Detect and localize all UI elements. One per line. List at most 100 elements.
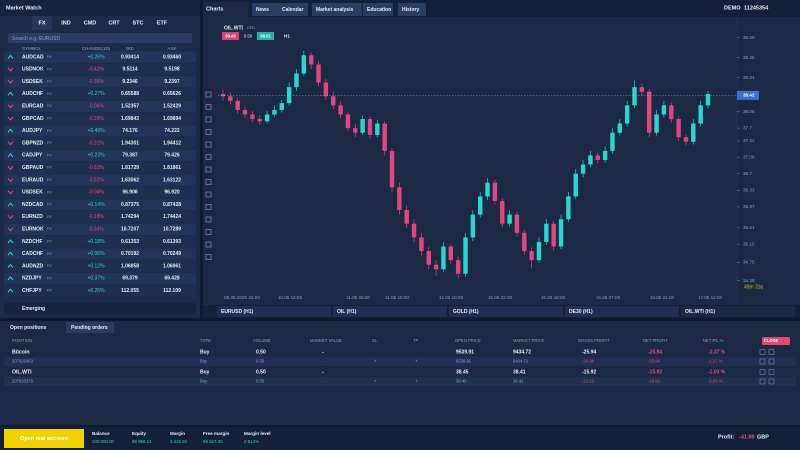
mw-row[interactable]: [4, 100, 196, 112]
mw-row[interactable]: [4, 51, 196, 63]
mw-row[interactable]: [4, 223, 196, 235]
mw-symbol[interactable]: AUDJPY: [22, 128, 43, 134]
mw-symbol[interactable]: USDSEK: [22, 190, 43, 196]
chart-tab[interactable]: [681, 306, 795, 317]
mw-row[interactable]: [4, 149, 196, 162]
pos-name[interactable]: Bitcoin: [12, 349, 30, 355]
charts-tab-label[interactable]: Charts: [206, 6, 223, 12]
top-tab-label[interactable]: History: [402, 7, 419, 13]
pos-tab-active[interactable]: [4, 322, 64, 333]
mw-symbol[interactable]: USDSEK: [22, 79, 43, 85]
top-tab-label[interactable]: News: [256, 7, 269, 13]
tool-icon[interactable]: [205, 191, 212, 198]
mw-row[interactable]: [4, 199, 196, 211]
mw-row[interactable]: [4, 88, 196, 100]
chart-tab-label[interactable]: GOLD (H1): [453, 309, 479, 315]
mw-symbol[interactable]: NZDCAD: [22, 202, 43, 208]
top-tab-label[interactable]: Market analysis: [316, 7, 353, 13]
chart-tab[interactable]: [449, 306, 563, 317]
chart-tab-label[interactable]: EURUSD (H1): [221, 309, 254, 315]
pos-action[interactable]: [768, 349, 775, 355]
mw-row[interactable]: [4, 63, 196, 76]
tool-icon[interactable]: [205, 254, 212, 260]
mw-row[interactable]: [4, 113, 196, 125]
top-tab[interactable]: [312, 3, 362, 16]
mw-row[interactable]: [4, 248, 196, 260]
pos-action[interactable]: [759, 358, 766, 365]
tool-icon[interactable]: [205, 104, 212, 110]
mw-symbol[interactable]: CHFJPY: [22, 288, 42, 294]
mw-row[interactable]: [4, 236, 196, 248]
pos-tab[interactable]: Pending orders: [71, 325, 108, 331]
pos-row[interactable]: [4, 377, 796, 386]
mw-tab[interactable]: ETF: [157, 20, 168, 26]
mw-symbol[interactable]: GBPNZD: [22, 140, 44, 146]
mw-symbol[interactable]: GBPAUD: [22, 165, 44, 171]
tool-icon[interactable]: [205, 154, 212, 160]
tool-icon[interactable]: [205, 166, 212, 173]
mw-group[interactable]: [4, 303, 196, 314]
mw-row[interactable]: [4, 211, 196, 223]
mw-row[interactable]: [4, 76, 196, 88]
mw-group-label[interactable]: Emerging: [22, 306, 45, 312]
pos-name[interactable]: OIL.WTI: [12, 369, 32, 375]
chart-tab[interactable]: [217, 306, 331, 317]
mw-symbol[interactable]: AUDCAD: [22, 54, 44, 60]
mw-symbol[interactable]: EURAUD: [22, 177, 44, 183]
mw-symbol[interactable]: EURNOK: [22, 227, 44, 233]
tool-icon[interactable]: [205, 204, 212, 210]
chart-tab[interactable]: [565, 306, 679, 317]
charts-tab[interactable]: [203, 2, 249, 17]
search-box[interactable]: [8, 33, 192, 43]
mw-symbol[interactable]: EURCAD: [22, 104, 44, 110]
tool-icon[interactable]: [205, 241, 212, 248]
tool-icon[interactable]: [205, 91, 212, 98]
pos-row[interactable]: [4, 347, 796, 357]
pos-action[interactable]: [768, 369, 775, 375]
mw-row[interactable]: [4, 260, 196, 272]
top-tab-label[interactable]: Education: [367, 7, 391, 13]
pos-tab-pending[interactable]: [66, 322, 114, 333]
pos-action[interactable]: [759, 378, 766, 385]
mw-row[interactable]: [4, 137, 196, 149]
mw-symbol[interactable]: CADJPY: [22, 153, 43, 159]
top-tab-label[interactable]: Calendar: [282, 7, 303, 13]
tool-icon[interactable]: [205, 229, 212, 235]
top-tab[interactable]: [398, 3, 426, 16]
chart-tab-label[interactable]: OIL.WTI (H1): [685, 309, 715, 315]
mw-row[interactable]: [4, 186, 196, 199]
chart-tab-label[interactable]: DE30 (H1): [569, 309, 593, 315]
chart-tab-label[interactable]: OIL (H1): [337, 309, 357, 315]
pos-row[interactable]: [4, 367, 796, 377]
mw-symbol[interactable]: AUDCHF: [22, 91, 43, 97]
mw-row[interactable]: [4, 272, 196, 285]
tool-icon[interactable]: [205, 129, 212, 135]
top-tab[interactable]: [363, 3, 393, 16]
mw-row[interactable]: [4, 125, 196, 137]
tool-icon[interactable]: [205, 141, 212, 148]
mw-symbol[interactable]: NZDJPY: [22, 276, 42, 282]
buy-price[interactable]: 38.51: [260, 33, 271, 38]
sell-price[interactable]: 38.46: [225, 33, 236, 38]
open-account-label[interactable]: Open real account: [20, 436, 68, 442]
search-placeholder[interactable]: Search e.g. EURUSD: [12, 36, 60, 42]
pos-id[interactable]: 207929363: [12, 359, 34, 364]
mw-symbol[interactable]: NZDCHF: [22, 239, 43, 245]
mw-tab[interactable]: FX: [38, 20, 45, 26]
mw-tab[interactable]: CRT: [108, 20, 120, 26]
interval[interactable]: H1: [284, 33, 290, 38]
pos-tab[interactable]: Open positions: [10, 325, 47, 331]
mw-row[interactable]: [4, 174, 196, 186]
close-all-label[interactable]: CLOSE: [764, 338, 779, 343]
tool-icon[interactable]: [205, 116, 212, 123]
mw-symbol[interactable]: GBPCAD: [22, 116, 44, 122]
pos-action[interactable]: [768, 378, 775, 385]
mw-row[interactable]: [4, 285, 196, 297]
mw-symbol[interactable]: USDNOK: [22, 67, 44, 73]
open-account-button[interactable]: [4, 429, 84, 448]
top-tab[interactable]: [252, 3, 282, 16]
tool-icon[interactable]: [205, 216, 212, 223]
pos-action[interactable]: [768, 358, 775, 365]
mw-tab[interactable]: CMD: [84, 20, 97, 26]
top-tab[interactable]: [278, 3, 308, 16]
